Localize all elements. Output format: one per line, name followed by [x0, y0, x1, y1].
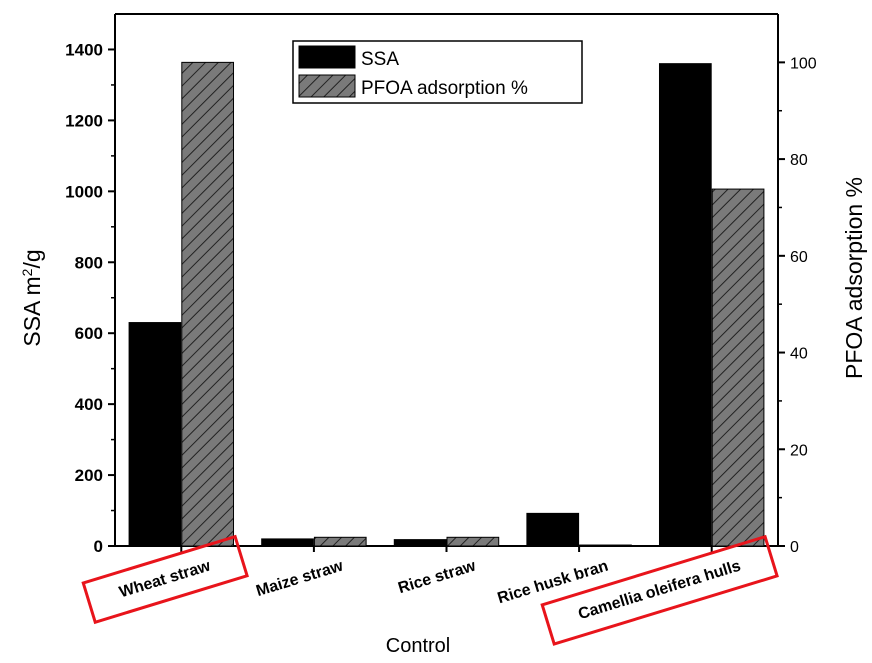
- left-tick-label: 1400: [65, 40, 103, 59]
- right-tick-label: 100: [790, 55, 817, 72]
- right-tick-label: 40: [790, 346, 808, 363]
- bars-group: [128, 61, 765, 552]
- legend: SSA PFOA adsorption %: [292, 40, 583, 104]
- bar-pfoa: [579, 544, 632, 547]
- bar-pfoa: [181, 61, 235, 547]
- legend-swatch-ssa: [298, 45, 356, 69]
- y-axis-title: SSA m2/g: [19, 249, 45, 346]
- bar-ssa: [393, 539, 447, 547]
- left-tick-label: 200: [75, 466, 103, 485]
- highlight-boxes: [81, 534, 779, 646]
- category-labels: Wheat straw Maize straw Rice straw Rice hus…: [117, 557, 743, 623]
- bar-ssa: [128, 322, 182, 547]
- left-tick-label: 1000: [65, 182, 103, 201]
- highlight-box: [81, 534, 249, 625]
- category-label: Rice straw: [396, 557, 478, 597]
- bar-pfoa: [446, 536, 500, 547]
- bar-pfoa: [313, 536, 367, 547]
- left-tick-label: 1200: [65, 111, 103, 130]
- legend-label: PFOA adsorption %: [361, 78, 528, 99]
- left-tick-label: 0: [94, 537, 103, 556]
- left-tick-label: 800: [75, 253, 103, 272]
- y2-axis-title: PFOA adsorption %: [841, 177, 867, 379]
- bar-ssa: [658, 63, 712, 547]
- category-label: Wheat straw: [117, 557, 213, 601]
- legend-label: SSA: [361, 49, 399, 70]
- right-axis-ticks: 0 20 40 60 80 100: [778, 55, 817, 556]
- bar-pfoa: [711, 188, 765, 547]
- bar-ssa: [526, 512, 580, 547]
- right-tick-label: 60: [790, 249, 808, 266]
- category-label: Rice husk bran: [496, 558, 611, 608]
- right-tick-label: 0: [790, 539, 799, 556]
- left-tick-label: 600: [75, 324, 103, 343]
- left-axis-ticks: 0 200 400 600 800 1000 1200 1400: [65, 40, 115, 556]
- right-tick-label: 20: [790, 442, 808, 459]
- bar-ssa: [261, 538, 314, 547]
- legend-swatch-pfoa: [298, 74, 356, 98]
- right-tick-label: 80: [790, 152, 808, 169]
- category-label: Maize straw: [254, 557, 345, 600]
- left-tick-label: 400: [75, 395, 103, 414]
- highlight-box: [540, 534, 779, 646]
- x-axis-title: Control: [386, 635, 450, 657]
